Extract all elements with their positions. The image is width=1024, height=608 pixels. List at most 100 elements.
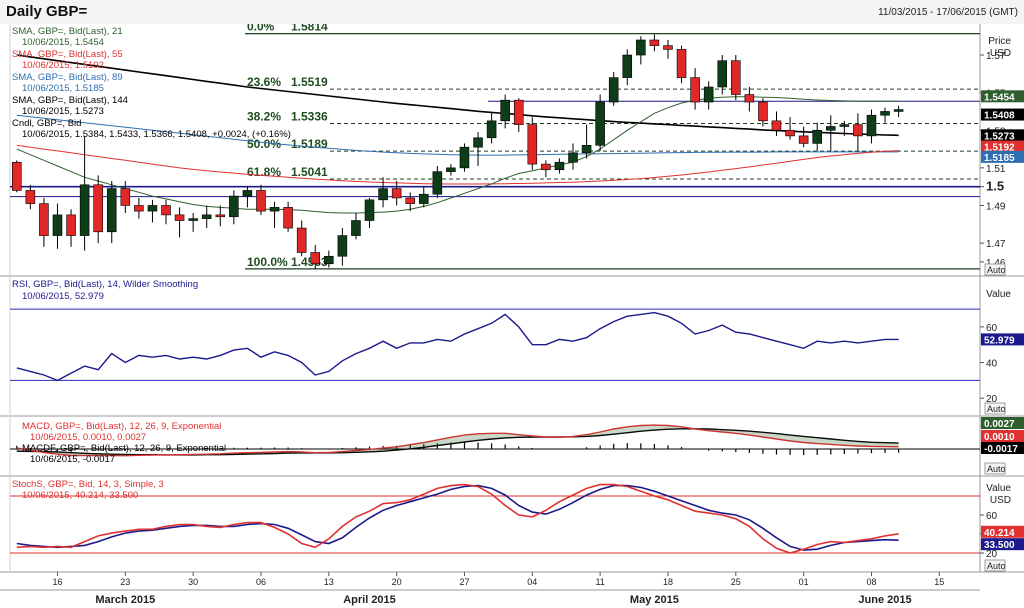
fib-value-label: 1.5189 (291, 137, 328, 151)
chart-title: Daily GBP= (6, 3, 88, 20)
x-tick-label: 06 (256, 577, 266, 587)
price-legend-line1: SMA, GBP=, Bid(Last), 55 (12, 49, 123, 60)
chart-area[interactable]: 1.571.551.531.511.51.491.471.46PriceUSD … (0, 24, 1024, 608)
price-value-tag-text: 1.5454 (984, 92, 1015, 103)
candle-body (676, 49, 687, 78)
candle-body (839, 124, 850, 127)
candle-body (513, 99, 524, 125)
macd-value-tag-text: 0.0027 (984, 419, 1015, 430)
candle-body (731, 60, 741, 95)
macd-value-tag (981, 430, 1024, 442)
rsi-line (16, 311, 899, 382)
candle-body (432, 171, 443, 195)
rsi-legend-line1: RSI, GBP=, Bid(Last), 14, Wilder Smoothi… (12, 279, 198, 290)
candle-body (93, 184, 103, 233)
x-tick-label: 04 (527, 577, 537, 587)
price-value-tag (981, 129, 1024, 142)
price-legend-line1: SMA, GBP=, Bid(Last), 144 (12, 95, 128, 106)
candle-body (283, 207, 293, 229)
macd-signal-legend-line1: MACDF, GBP=, Bid(Last), 12, 26, 9, Expon… (22, 443, 226, 454)
price-legend-line2: 10/06/2015, 1.5185 (22, 83, 104, 94)
candle-body (296, 227, 307, 253)
candle-body (391, 188, 402, 199)
candle-body (378, 188, 388, 201)
fib-value-label: 1.4563 (291, 255, 328, 269)
candle-body (188, 218, 198, 221)
x-tick-label: 18 (663, 577, 673, 587)
candle-body (324, 255, 334, 265)
price-tick-label: 1.57 (986, 51, 1006, 62)
stoch-tick-label: 20 (986, 549, 998, 560)
price-tick-label: 1.47 (986, 239, 1006, 250)
macd-value-tag-text: 0.0010 (984, 432, 1015, 443)
auto-scale-label: Auto (987, 404, 1006, 414)
price-axis-title: Price (988, 36, 1011, 47)
fib-value-label: 1.5336 (291, 109, 328, 123)
stoch-value-tag (981, 525, 1024, 538)
candle-body (52, 214, 63, 236)
rsi-tick-label: 60 (986, 323, 998, 334)
candle-body (39, 203, 49, 236)
x-tick-label: 15 (934, 577, 944, 587)
candle-body (351, 220, 361, 236)
candle-body (269, 207, 280, 212)
auto-scale-button (984, 402, 1006, 415)
sma144-line (16, 54, 899, 137)
candle-body (256, 190, 266, 212)
x-tick-label: 08 (866, 577, 876, 587)
x-tick-label: 20 (392, 577, 402, 587)
auto-scale-label: Auto (987, 464, 1006, 474)
candle-body (66, 214, 76, 236)
macd-line (16, 424, 899, 457)
stoch-axis-title: Value (986, 483, 1011, 494)
fib-value-label: 1.5814 (291, 24, 328, 34)
price-tick-label: 1.46 (986, 258, 1006, 269)
fib-percent-label: 38.2% (247, 109, 281, 123)
candle-body (690, 77, 700, 103)
candle-body (106, 188, 117, 233)
price-tick-label: 1.49 (986, 201, 1006, 212)
candle-body (25, 190, 36, 204)
rsi-value-tag-text: 52.979 (984, 335, 1015, 346)
fib-percent-label: 50.0% (247, 137, 281, 151)
price-value-tag-text: 1.5273 (984, 131, 1015, 142)
panel-bg (0, 477, 1024, 572)
candle-body (744, 94, 755, 103)
candle-body (785, 129, 795, 137)
price-legend-line2: 10/06/2015, 1.5273 (22, 106, 104, 117)
price-value-tag (981, 150, 1024, 163)
candle-body (215, 214, 226, 218)
rsi-legend-line2: 10/06/2015, 52.979 (22, 291, 104, 302)
candle-body (161, 205, 171, 216)
x-tick-label: 25 (731, 577, 741, 587)
candle-body (405, 197, 415, 204)
x-tick-label: 13 (324, 577, 334, 587)
macd-signal-legend-line2: 10/06/2015, -0.0017 (30, 454, 115, 465)
candle-body (120, 188, 131, 206)
auto-scale-button (984, 559, 1006, 572)
candle-body (486, 120, 497, 139)
candle-body (337, 235, 348, 257)
price-legend-line1: SMA, GBP=, Bid(Last), 89 (12, 72, 123, 83)
macd-value-tag (981, 442, 1024, 454)
x-tick-label: 11 (595, 577, 604, 587)
candle-body (364, 199, 375, 221)
x-tick-label: 30 (188, 577, 198, 587)
candle-body (866, 114, 877, 137)
stoch-legend-line2: 10/06/2015, 40.214, 33.500 (22, 490, 138, 501)
candle-body (758, 101, 768, 122)
candle-body (771, 120, 782, 131)
candle-body (880, 111, 890, 116)
candle-body (459, 146, 470, 169)
x-tick-label: 23 (120, 577, 130, 587)
sma89-line (16, 114, 899, 156)
candle-body (568, 152, 578, 163)
x-tick-label: 01 (799, 577, 809, 587)
price-value-tag (981, 140, 1024, 153)
candle-body (581, 144, 592, 154)
candle-body (798, 135, 809, 144)
candle-body (554, 161, 565, 171)
stoch-legend-line1: StochS, GBP=, Bid, 14, 3, Simple, 3 (12, 479, 164, 490)
price-value-tag (981, 108, 1024, 121)
macd-legend-line2: 10/06/2015, 0.0010, 0.0027 (30, 432, 146, 443)
